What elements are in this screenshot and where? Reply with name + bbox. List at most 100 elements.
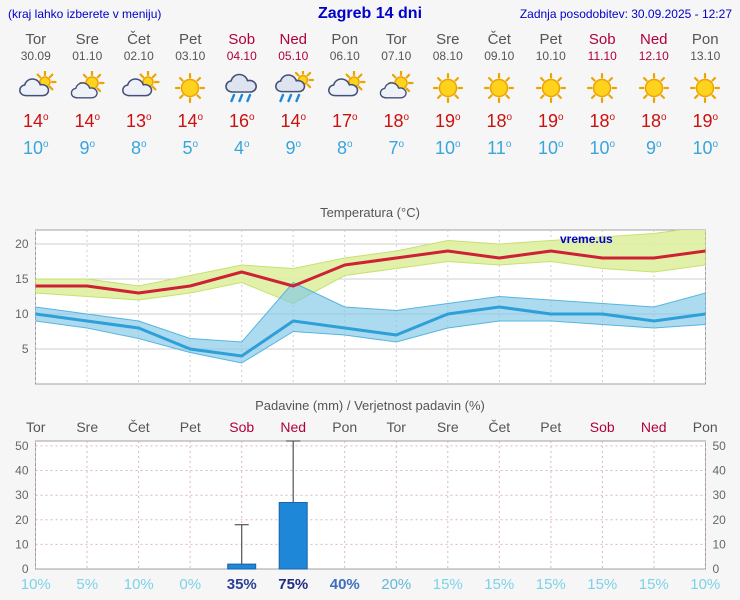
sunny-icon bbox=[628, 71, 680, 105]
svg-text:30: 30 bbox=[713, 488, 727, 502]
precip-day-labels: Tor Sre Čet Pet Sob Ned Pon Tor Sre Čet Pet Sob Ned P… bbox=[0, 419, 740, 435]
precip-probability: 10% bbox=[20, 576, 51, 593]
day-date: 02.10 bbox=[123, 49, 154, 63]
precip-day-label: Pon bbox=[692, 419, 718, 435]
partly-cloudy-icon bbox=[371, 70, 423, 105]
day-date: 09.10 bbox=[484, 49, 515, 63]
day-column[interactable]: Čet 09.10 18o 11o bbox=[474, 31, 526, 159]
svg-text:10: 10 bbox=[15, 307, 29, 321]
temperature-chart-title: Temperatura (°C) bbox=[320, 205, 420, 220]
low-temp: 10o bbox=[589, 138, 616, 158]
watermark-link[interactable]: vreme.us bbox=[560, 232, 613, 246]
svg-text:20: 20 bbox=[15, 237, 29, 251]
day-name: Čet bbox=[487, 31, 511, 48]
precip-day-label: Pon bbox=[332, 419, 358, 435]
precip-probability: 15% bbox=[432, 576, 463, 593]
day-name: Sre bbox=[75, 31, 99, 48]
precip-probability: 10% bbox=[123, 576, 154, 593]
day-column[interactable]: Čet 02.10 13o 8o bbox=[113, 31, 165, 159]
precip-day-label: Sre bbox=[76, 419, 99, 435]
last-updated: Zadnja posodobitev: 30.09.2025 - 12:27 bbox=[519, 7, 732, 21]
high-temp: 19o bbox=[692, 111, 719, 131]
precip-probability: 0% bbox=[179, 576, 202, 593]
day-column[interactable]: Pon 13.10 19o 10o bbox=[680, 31, 732, 159]
day-column[interactable]: Pet 10.10 19o 10o bbox=[525, 31, 577, 159]
day-column[interactable]: Pon 06.10 17o 8o bbox=[319, 31, 371, 159]
precip-day-label: Tor bbox=[26, 419, 46, 435]
high-temp: 14o bbox=[177, 111, 204, 131]
day-name: Tor bbox=[385, 31, 407, 48]
forecast-strip: Tor 30.09 14o 10o Sre 01.10 14o 9o Čet 02.10 13o 8o… bbox=[0, 23, 740, 159]
precip-day-label: Pet bbox=[179, 419, 201, 435]
precip-bar bbox=[278, 502, 308, 570]
precip-probability: 40% bbox=[329, 576, 360, 593]
svg-text:0: 0 bbox=[22, 562, 29, 575]
sunny-icon bbox=[680, 71, 732, 105]
mostly-cloudy-icon bbox=[113, 70, 165, 105]
precip-probability: 10% bbox=[690, 576, 721, 593]
day-column[interactable]: Sre 01.10 14o 9o bbox=[62, 31, 114, 159]
precip-probability: 15% bbox=[587, 576, 618, 593]
day-name: Ned bbox=[639, 31, 668, 48]
svg-text:40: 40 bbox=[713, 464, 727, 478]
svg-text:30: 30 bbox=[15, 488, 29, 502]
low-temp: 10o bbox=[434, 138, 461, 158]
day-column[interactable]: Pet 03.10 14o 5o bbox=[165, 31, 217, 159]
mostly-cloudy-icon bbox=[10, 70, 62, 105]
day-date: 11.10 bbox=[587, 49, 617, 63]
low-temp: 10o bbox=[22, 138, 49, 158]
precip-bar bbox=[227, 563, 257, 570]
precip-probability: 75% bbox=[278, 576, 309, 593]
low-temp: 8o bbox=[336, 138, 353, 158]
high-temp: 18o bbox=[486, 111, 513, 131]
day-date: 30.09 bbox=[20, 49, 51, 63]
day-name: Čet bbox=[127, 31, 151, 48]
day-date: 08.10 bbox=[432, 49, 463, 63]
precip-chart: 0 0 10 10 20 20 30 30 40 40 50 50 bbox=[15, 439, 727, 575]
low-temp: 8o bbox=[130, 138, 147, 158]
precip-day-label: Čet bbox=[488, 419, 511, 435]
low-temp: 4o bbox=[233, 138, 250, 158]
page-title: Zagreb 14 dni bbox=[317, 5, 423, 22]
day-date: 05.10 bbox=[278, 49, 309, 63]
day-column[interactable]: Tor 07.10 18o 7o bbox=[371, 31, 423, 159]
day-date: 03.10 bbox=[175, 49, 206, 63]
low-temp: 9o bbox=[645, 138, 662, 158]
day-date: 10.10 bbox=[535, 49, 566, 63]
precip-chart-title: Padavine (mm) / Verjetnost padavin (%) bbox=[255, 398, 485, 413]
high-temp: 19o bbox=[434, 111, 461, 131]
day-column[interactable]: Sre 08.10 19o 10o bbox=[422, 31, 474, 159]
sunny-icon bbox=[577, 71, 629, 105]
day-column[interactable]: Tor 30.09 14o 10o bbox=[10, 31, 62, 159]
svg-text:0: 0 bbox=[713, 562, 720, 575]
page-header: (kraj lahko izberete v meniju) Zagreb 14… bbox=[0, 0, 740, 23]
precip-day-label: Sob bbox=[589, 419, 615, 435]
day-name: Sob bbox=[588, 31, 616, 48]
day-column[interactable]: Sob 11.10 18o 10o bbox=[577, 31, 629, 159]
svg-text:20: 20 bbox=[713, 513, 727, 527]
precip-probability: 35% bbox=[226, 576, 257, 593]
day-name: Ned bbox=[279, 31, 308, 48]
precip-probability-row: 10% 5% 10% 0% 35% 75% 40% 20% 15% 15% 15% 15% 15% 10% bbox=[0, 575, 740, 594]
precip-probability: 15% bbox=[535, 576, 566, 593]
svg-text:5: 5 bbox=[22, 342, 29, 356]
precip-day-label: Ned bbox=[280, 419, 307, 435]
low-temp: 5o bbox=[182, 138, 199, 158]
day-name: Pet bbox=[178, 31, 202, 48]
day-column[interactable]: Ned 12.10 18o 9o bbox=[628, 31, 680, 159]
high-temp: 18o bbox=[383, 111, 410, 131]
precip-probability: 5% bbox=[76, 576, 99, 593]
day-name: Pon bbox=[331, 31, 359, 48]
high-temp: 19o bbox=[537, 111, 564, 131]
day-column[interactable]: Ned 05.10 14o 9o bbox=[268, 31, 320, 159]
day-name: Pet bbox=[539, 31, 562, 48]
high-temp: 14o bbox=[22, 111, 49, 131]
precip-day-label: Tor bbox=[386, 419, 406, 435]
mostly-cloudy-icon bbox=[319, 70, 371, 105]
day-date: 04.10 bbox=[226, 49, 257, 63]
low-temp: 7o bbox=[388, 138, 405, 158]
day-date: 12.10 bbox=[638, 49, 669, 63]
temperature-chart: 5 10 15 20 vreme.us bbox=[15, 229, 706, 385]
svg-text:50: 50 bbox=[713, 439, 727, 453]
day-column[interactable]: Sob 04.10 16o 4o bbox=[216, 31, 268, 159]
